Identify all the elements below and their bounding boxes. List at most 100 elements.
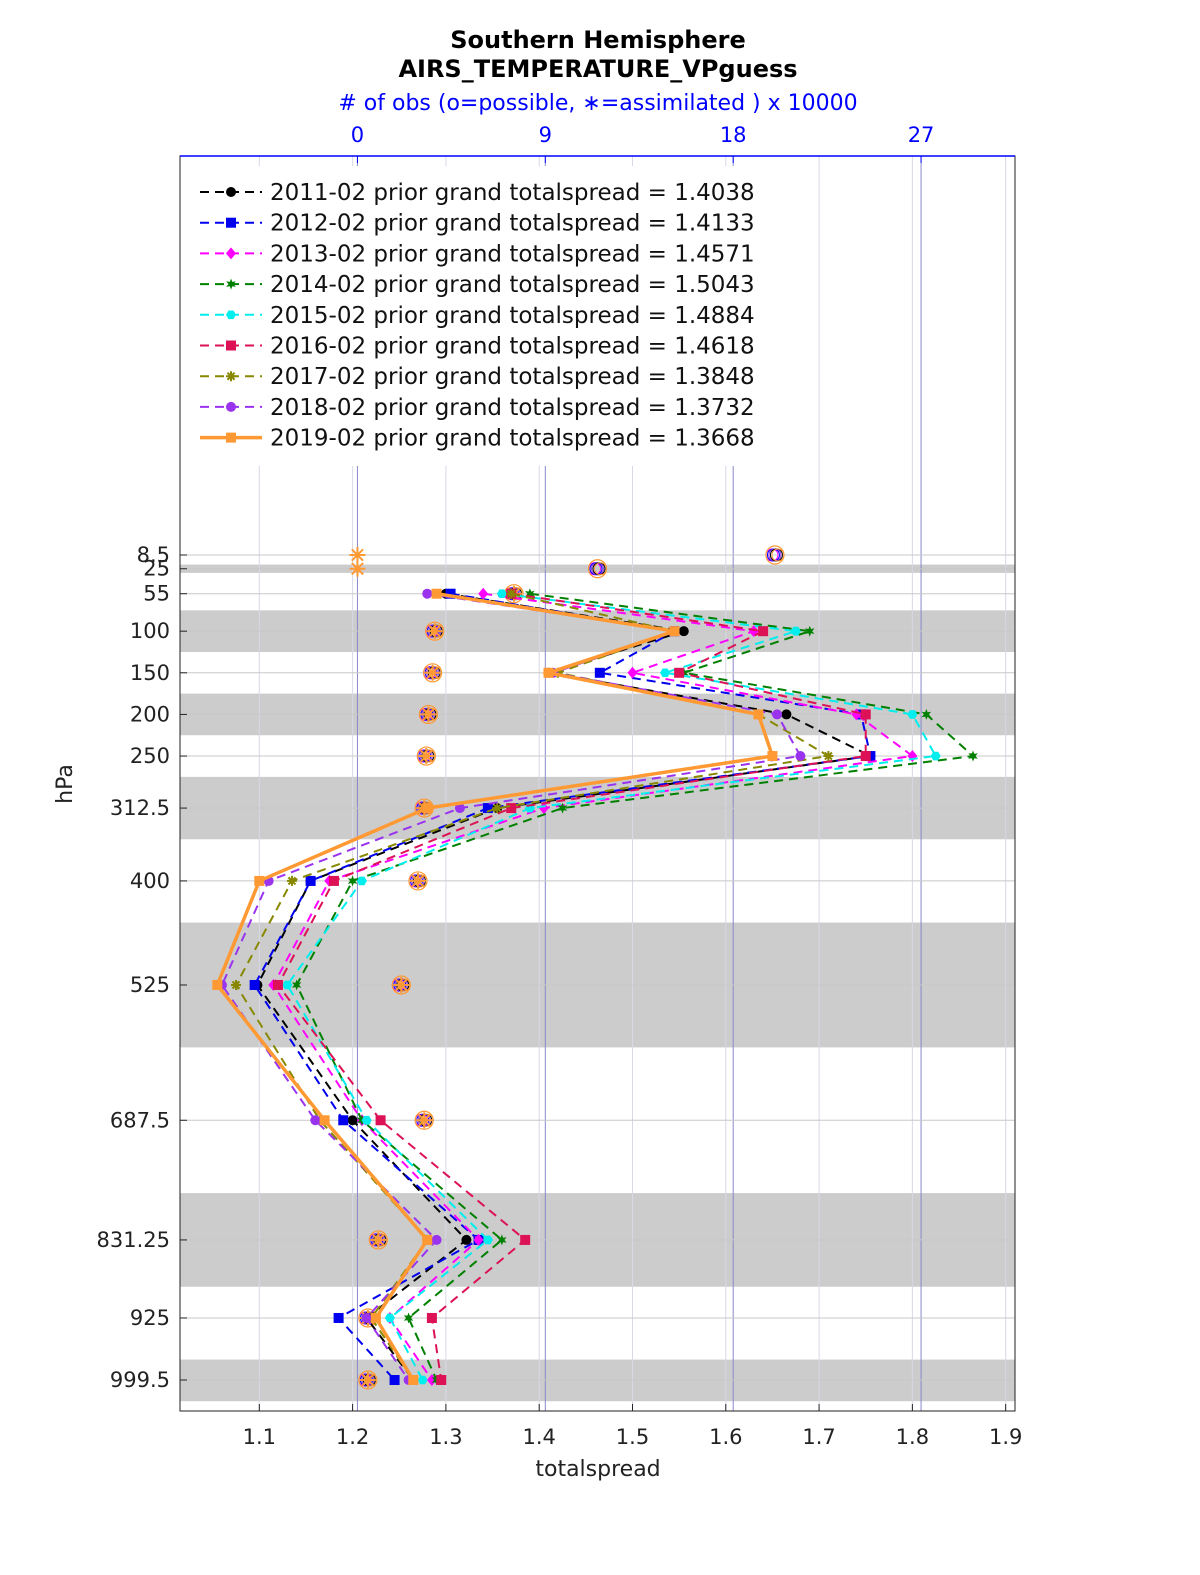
obs-possible-outer-13: [358, 1370, 378, 1390]
series-4-point-9: [482, 1235, 493, 1245]
series-1-point-6: [305, 875, 316, 886]
series-6-point-4: [823, 751, 834, 762]
series-1-point-10: [333, 1312, 344, 1323]
series-line-3: [295, 592, 976, 1381]
series-7-point-8: [310, 1115, 321, 1126]
legend-box: [190, 166, 800, 466]
legend-label-7: 2018-02 prior grand totalspread = 1.3732: [270, 395, 755, 421]
series-3-point-3: [921, 708, 932, 720]
series-5-point-4: [860, 751, 871, 762]
y-tick-label-6: 250: [130, 744, 170, 768]
legend-label-6: 2017-02 prior grand totalspread = 1.3848: [270, 364, 755, 390]
series-8-point-4: [767, 751, 778, 762]
obs-possible-outer-10: [414, 1110, 434, 1130]
y-axis-label: hPa: [53, 764, 78, 804]
series-7-point-0: [422, 588, 433, 599]
series-2-point-5: [538, 802, 549, 815]
series-5-point-10: [426, 1312, 437, 1323]
legend-marker-8: [226, 432, 236, 443]
series-line-1: [253, 592, 872, 1381]
obs-assimilated-5: [420, 706, 437, 723]
series-4-point-11: [417, 1375, 428, 1385]
series-3-point-4: [968, 750, 978, 762]
series-5-point-2: [674, 667, 685, 678]
obs-assimilated-10: [416, 1112, 433, 1129]
top-tick-label-2: 18: [720, 123, 747, 147]
series-3-point-0: [525, 588, 535, 600]
series-5-point-5: [506, 803, 517, 814]
x-tick-label-1: 1.2: [336, 1425, 369, 1449]
obs-possible-outer-8: [408, 871, 428, 891]
y-tick-label-13: 999.5: [110, 1368, 170, 1392]
series-2-point-9: [473, 1233, 484, 1246]
legend-label-3: 2014-02 prior grand totalspread = 1.5043: [270, 272, 755, 298]
chart-subtitle: AIRS_TEMPERATURE_VPguess: [398, 55, 797, 83]
legend-label-4: 2015-02 prior grand totalspread = 1.4884: [270, 303, 755, 329]
series-1-point-8: [338, 1115, 349, 1126]
series-3-point-5: [557, 802, 568, 814]
x-tick-label-4: 1.5: [616, 1425, 649, 1449]
legend-marker-1: [226, 217, 236, 228]
legend-label-1: 2012-02 prior grand totalspread = 1.4133: [270, 211, 755, 237]
series-3-point-6: [347, 875, 358, 887]
series-4-point-8: [361, 1115, 372, 1125]
series-5-point-1: [758, 626, 769, 637]
series-3-point-7: [291, 979, 302, 991]
series-1-point-5: [482, 803, 493, 814]
series-5-point-6: [328, 875, 339, 886]
series-line-4: [286, 592, 938, 1381]
x-tick-label-6: 1.7: [802, 1425, 835, 1449]
obs-possible-outer-5: [418, 704, 439, 725]
legend-marker-0: [226, 187, 236, 197]
series-2-point-0: [478, 587, 489, 600]
obs-possible-outer-0: [765, 545, 785, 565]
series-7-point-4: [795, 751, 806, 762]
series-4-point-6: [356, 876, 367, 886]
top-tick-label-0: 0: [351, 123, 364, 147]
obs-assimilated-1: [349, 560, 366, 577]
series-1-point-7: [249, 979, 260, 990]
legend: 2011-02 prior grand totalspread = 1.4038…: [200, 180, 755, 452]
series-0-point-1: [678, 626, 689, 637]
series-7-point-5: [454, 803, 465, 814]
series-5-point-8: [375, 1115, 386, 1126]
y-tick-label-7: 312.5: [110, 796, 170, 820]
series-6-point-5: [492, 803, 503, 814]
series-8-point-7: [212, 979, 223, 990]
series-0-point-8: [347, 1115, 358, 1126]
legend-marker-4: [226, 310, 236, 320]
series-8-point-5: [422, 803, 433, 814]
y-tick-label-11: 831.25: [97, 1228, 170, 1252]
series-7-point-9: [431, 1234, 442, 1245]
series-8-point-2: [543, 667, 554, 678]
obs-assimilated-0: [349, 547, 366, 563]
legend-marker-2: [226, 247, 236, 260]
x-tick-label-7: 1.8: [896, 1425, 929, 1449]
y-tick-label-10: 687.5: [110, 1108, 170, 1132]
x-axis-label: totalspread: [535, 1457, 660, 1482]
y-tick-label-1: 25: [143, 557, 170, 581]
obs-possible-outer-6: [416, 746, 436, 766]
series-line-7: [220, 592, 802, 1381]
series-3-point-10: [403, 1312, 414, 1324]
top-axis-label: # of obs (o=possible, ∗=assimilated ) x …: [338, 91, 857, 116]
obs-assimilated-9: [393, 976, 410, 993]
x-tick-label-3: 1.4: [522, 1425, 555, 1449]
obs-assimilated-3: [426, 623, 443, 640]
series-1-point-11: [389, 1375, 400, 1385]
obs-assimilated-6: [418, 748, 435, 765]
obs-possible-outer-11: [368, 1230, 388, 1250]
series-7-point-10: [361, 1312, 372, 1323]
series-4-point-2: [660, 668, 671, 678]
shaded-layers: [180, 564, 1015, 1402]
series-1-point-2: [594, 667, 605, 678]
obs-possible-outer-4: [422, 663, 443, 683]
series-4-point-7: [282, 980, 293, 990]
series-8-point-1: [669, 626, 680, 637]
series-6-point-0: [506, 588, 517, 599]
x-tick-label-2: 1.3: [429, 1425, 462, 1449]
y-tick-label-12: 925: [130, 1306, 170, 1330]
obs-assimilated-11: [370, 1231, 387, 1248]
series-5-point-11: [436, 1375, 447, 1385]
